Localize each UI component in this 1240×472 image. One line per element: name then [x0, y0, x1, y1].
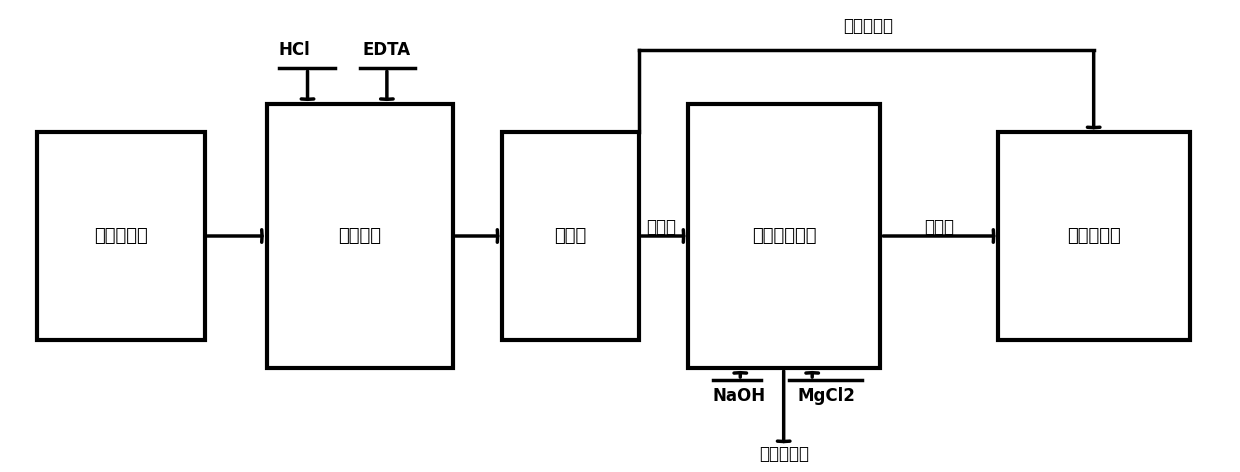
- Bar: [688, 104, 880, 368]
- Text: 上清液: 上清液: [924, 218, 954, 236]
- Text: EDTA: EDTA: [363, 41, 410, 59]
- Text: MgCl2: MgCl2: [797, 388, 856, 405]
- Text: 离心机: 离心机: [554, 227, 587, 245]
- Bar: [37, 132, 205, 340]
- Text: 鸟粪石反应器: 鸟粪石反应器: [751, 227, 817, 245]
- Text: 厉氧反应器: 厉氧反应器: [1068, 227, 1121, 245]
- Bar: [502, 132, 639, 340]
- Bar: [998, 132, 1190, 340]
- Text: 鸟粪石结晶: 鸟粪石结晶: [759, 445, 808, 463]
- Text: 热水解残固: 热水解残固: [843, 17, 893, 35]
- Text: 预处理污泥: 预处理污泥: [94, 227, 148, 245]
- Text: NaOH: NaOH: [713, 388, 766, 405]
- Text: 热解容器: 热解容器: [339, 227, 381, 245]
- Bar: [267, 104, 453, 368]
- Text: 上清液: 上清液: [646, 218, 676, 236]
- Text: HCl: HCl: [278, 41, 310, 59]
